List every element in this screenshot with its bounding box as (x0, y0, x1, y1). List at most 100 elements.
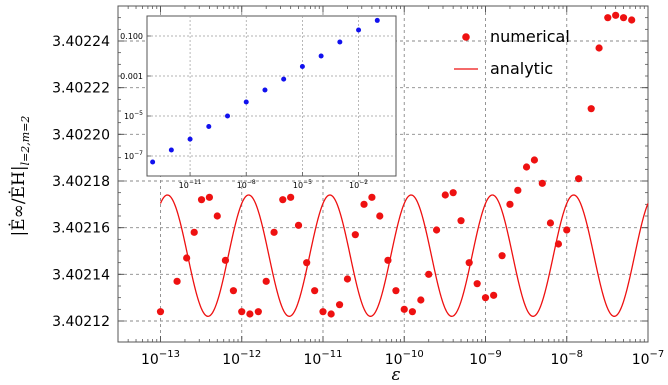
numerical-point (360, 200, 368, 208)
inset-x-tick-label: 10−11 (179, 179, 202, 190)
inset-point (262, 87, 268, 93)
x-tick-label: 10−11 (304, 349, 343, 368)
numerical-point (376, 212, 384, 220)
inset-x-tick-label: 10−2 (349, 179, 368, 190)
numerical-point (343, 275, 352, 283)
numerical-point (408, 308, 416, 316)
numerical-point (327, 310, 335, 318)
inset-y-tick-label: 0.100 (120, 32, 143, 41)
inset-x-tick-label: 10−8 (237, 179, 256, 190)
inset-point (374, 17, 380, 23)
numerical-point (221, 256, 230, 264)
numerical-point (441, 191, 449, 199)
analytic-curve (159, 194, 649, 317)
numerical-point (425, 270, 433, 278)
y-axis-title: |Ė∞/ĖH|l=2,m=2 (8, 116, 32, 237)
x-tick-label: 10−10 (385, 349, 424, 368)
numerical-point (197, 196, 206, 204)
legend-label: analytic (490, 59, 553, 78)
numerical-point (522, 163, 531, 171)
inset-y-tick-label: 10−7 (124, 150, 143, 161)
numerical-point (287, 193, 295, 201)
numerical-point (587, 105, 595, 113)
numerical-point (530, 156, 539, 164)
numerical-point (546, 219, 555, 227)
numerical-point (612, 11, 620, 19)
numerical-point (190, 228, 198, 236)
numerical-point (449, 189, 457, 197)
numerical-point (368, 193, 376, 201)
inset-point (318, 53, 324, 59)
numerical-point (392, 287, 400, 295)
numerical-point (303, 259, 311, 267)
numerical-point (270, 228, 278, 236)
inset-y-tick-label: 10−5 (124, 110, 143, 121)
numerical-point (457, 217, 465, 225)
numerical-point (538, 179, 546, 187)
numerical-point (213, 212, 221, 220)
x-tick-label: 10−7 (632, 349, 665, 368)
numerical-point (351, 231, 359, 239)
numerical-point (156, 308, 165, 316)
x-tick-label: 10−9 (469, 349, 502, 368)
inset-point (187, 136, 193, 142)
inset-point (206, 123, 212, 129)
numerical-point (384, 256, 392, 264)
x-axis-title: ε (391, 365, 400, 385)
inset-point (150, 159, 156, 165)
numerical-point (294, 221, 303, 229)
numerical-point (319, 308, 327, 316)
y-tick-label: 3.40216 (52, 221, 110, 237)
numerical-point (311, 287, 319, 295)
numerical-point (432, 226, 441, 234)
numerical-point (205, 193, 214, 201)
numerical-point (254, 308, 262, 316)
inset-point (281, 76, 287, 82)
numerical-point (619, 14, 628, 22)
numerical-point (490, 291, 498, 299)
legend: numerical analytic (454, 27, 570, 78)
numerical-point (183, 254, 191, 262)
numerical-point (575, 175, 583, 183)
inset-point (356, 27, 362, 33)
y-tick-label: 3.40218 (52, 174, 110, 190)
numerical-point (473, 280, 481, 288)
inset-point (168, 147, 174, 153)
plot-frame (117, 5, 649, 343)
numerical-point (465, 259, 473, 267)
inset-point (225, 113, 231, 119)
main-plot: 10−13 10−12 10−11 10−10 10−9 10−8 10−7 3.40212 3… (8, 5, 665, 385)
numerical-point (173, 277, 181, 285)
y-tick-label: 3.40222 (52, 81, 110, 97)
numerical-point (229, 287, 238, 295)
inset-plot: 10−11 10−8 10−5 10−2 10−7 10−5 0.001 0.100 (120, 15, 397, 190)
y-tick-label: 3.40212 (52, 314, 110, 330)
inset-point (243, 99, 249, 105)
numerical-point (335, 301, 344, 309)
x-tick-label: 10−12 (222, 349, 261, 368)
numerical-point (238, 308, 246, 316)
y-tick-label: 3.40214 (52, 267, 110, 283)
inset-point (299, 63, 305, 69)
x-tick-label: 10−13 (141, 349, 180, 368)
numerical-point (498, 252, 506, 260)
legend-marker-dot (462, 33, 470, 41)
numerical-point (481, 294, 490, 302)
numerical-point (506, 200, 514, 208)
numerical-point (279, 196, 287, 204)
y-tick-label: 3.40224 (52, 34, 110, 50)
numerical-point (563, 226, 571, 234)
numerical-point (514, 186, 522, 194)
inset-frame (146, 15, 397, 177)
y-tick-label: 3.40220 (52, 127, 110, 143)
numerical-point (246, 310, 254, 318)
numerical-point (604, 14, 612, 22)
inset-point (337, 39, 343, 45)
legend-label: numerical (490, 27, 570, 46)
numerical-point (400, 305, 408, 313)
inset-x-tick-label: 10−5 (293, 179, 312, 190)
numerical-point (554, 240, 563, 248)
numerical-point (628, 16, 636, 24)
numerical-point (595, 44, 603, 52)
